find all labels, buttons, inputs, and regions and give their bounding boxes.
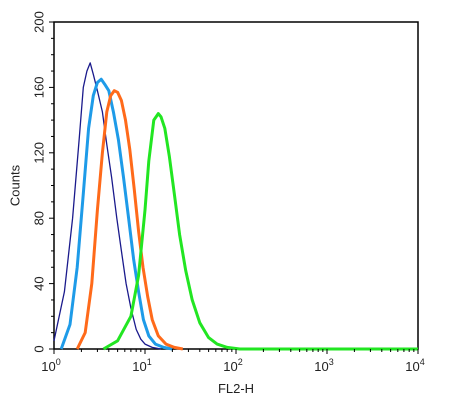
- plot-frame: [53, 21, 419, 350]
- plot-area: [53, 21, 419, 350]
- y-tick-label: 160: [31, 77, 46, 99]
- x-tick-label: 102: [223, 357, 242, 374]
- series-layer: [53, 62, 418, 351]
- y-axis-label: Counts: [7, 164, 22, 206]
- y-axis: 0 40 80 120 160 200: [31, 11, 54, 353]
- x-tick-label: 100: [41, 357, 60, 374]
- series-line-2: [59, 77, 173, 351]
- x-axis: 100 101 102 103 104: [41, 349, 425, 374]
- series-line-3: [75, 89, 184, 351]
- x-axis-label: FL2-H: [218, 381, 254, 396]
- x-tick-label: 104: [405, 357, 424, 374]
- x-tick-label: 103: [314, 357, 333, 374]
- x-tick-label: 101: [132, 357, 151, 374]
- y-tick-label: 200: [31, 11, 46, 33]
- series-line-4: [102, 112, 418, 351]
- y-tick-label: 120: [31, 142, 46, 164]
- y-tick-label: 80: [31, 211, 46, 225]
- y-tick-label: 0: [31, 345, 46, 352]
- series-line-1: [53, 62, 162, 350]
- y-tick-label: 40: [31, 276, 46, 290]
